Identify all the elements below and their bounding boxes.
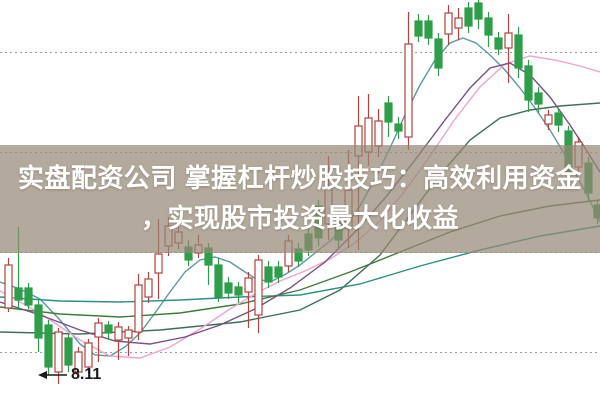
headline-line-1: 实盘配资公司 掌握杠杆炒股技巧：高效利用资金	[17, 163, 583, 193]
headline-banner: 实盘配资公司 掌握杠杆炒股技巧：高效利用资金 ，实现股市投资最大化收益	[0, 145, 600, 253]
low-price-label: 8.11	[71, 366, 102, 383]
ma-pink	[0, 55, 600, 359]
price-low-annotation: 8.11	[38, 366, 101, 384]
ma-fast-teal	[0, 37, 600, 357]
left-arrow-icon	[38, 370, 68, 380]
headline-line-2: ，实现股市投资最大化收益	[140, 203, 459, 233]
